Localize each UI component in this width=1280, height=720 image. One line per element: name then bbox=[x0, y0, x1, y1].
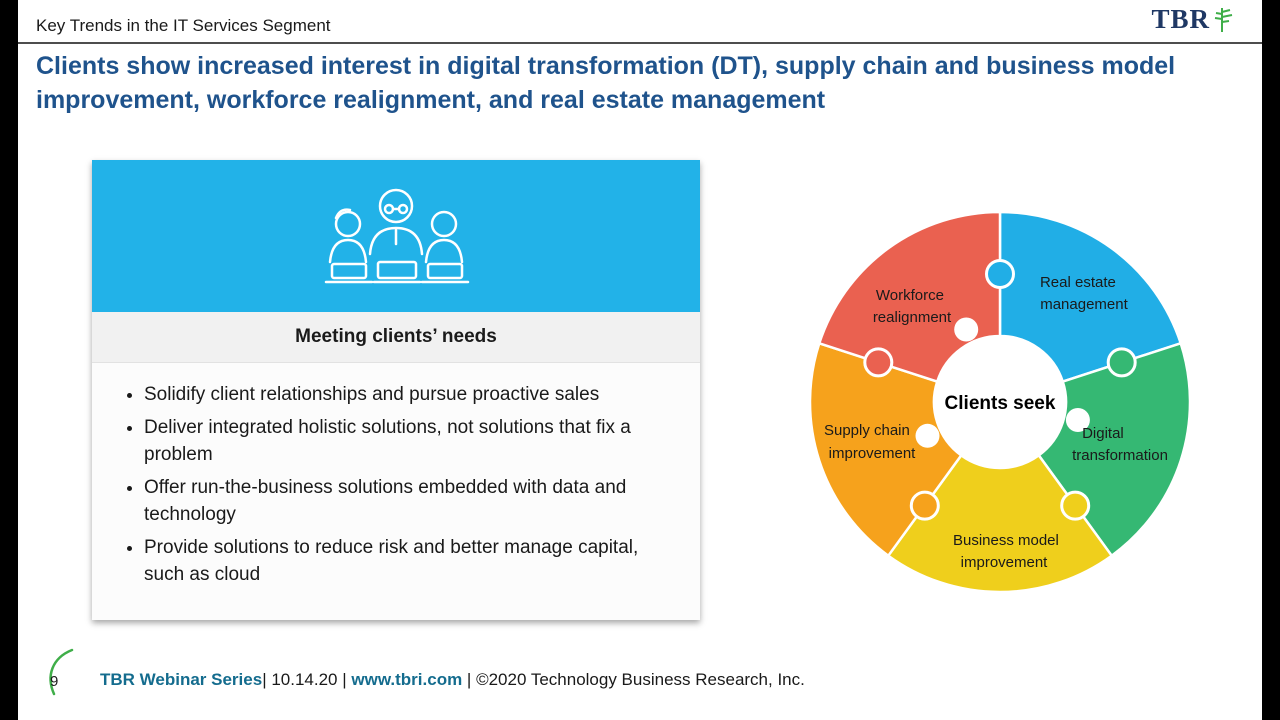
label-digital-transformation: Digital transformation bbox=[1072, 425, 1168, 464]
card-title: Meeting clients’ needs bbox=[92, 312, 700, 363]
tbr-logo: TBR bbox=[1151, 6, 1236, 36]
puzzle-knob bbox=[909, 490, 940, 521]
bullet-item: Deliver integrated holistic solutions, n… bbox=[144, 414, 666, 469]
puzzle-knob bbox=[1106, 347, 1137, 378]
center-label: Clients seek bbox=[945, 393, 1056, 414]
footer-webinar-series: TBR Webinar Series bbox=[100, 670, 263, 689]
puzzle-knob-inner bbox=[915, 423, 940, 448]
footer-swoosh-icon bbox=[49, 648, 74, 696]
bullet-item: Offer run-the-business solutions embedde… bbox=[144, 474, 666, 529]
footer-text: TBR Webinar Series| 10.14.20 | www.tbri.… bbox=[100, 670, 805, 690]
puzzle-knob-inner bbox=[954, 317, 979, 342]
center-hole bbox=[934, 336, 1066, 468]
headline: Clients show increased interest in digit… bbox=[36, 52, 1176, 114]
card-header-band bbox=[92, 160, 700, 312]
footer-website-link: www.tbri.com bbox=[351, 670, 463, 689]
puzzle-knob bbox=[985, 259, 1015, 289]
label-workforce-realignment: Workforce realignment bbox=[873, 287, 952, 326]
tbr-logo-text: TBR bbox=[1151, 4, 1210, 34]
bullet-item: Provide solutions to reduce risk and bet… bbox=[144, 534, 666, 589]
slide: Key Trends in the IT Services Segment TB… bbox=[18, 0, 1262, 720]
puzzle-knob-inner bbox=[1065, 408, 1090, 432]
card-bullet-area: Solidify client relationships and pursue… bbox=[92, 363, 700, 620]
label-real-estate-management: Real estate management bbox=[1040, 274, 1129, 313]
footer-date: | 10.14.20 | bbox=[262, 670, 352, 689]
header-divider bbox=[18, 42, 1262, 44]
bullet-item: Solidify client relationships and pursue… bbox=[144, 381, 666, 409]
label-business-model-improvement: Business model improvement bbox=[953, 532, 1063, 571]
tbr-logo-tree-icon bbox=[1214, 8, 1233, 32]
slide-kicker-title: Key Trends in the IT Services Segment bbox=[36, 16, 331, 35]
clients-seek-puzzle-diagram: Workforce realignment Real estate manage… bbox=[800, 202, 1200, 602]
puzzle-knob bbox=[1060, 490, 1091, 521]
bullet-list: Solidify client relationships and pursue… bbox=[106, 381, 674, 589]
page-number: 9 bbox=[50, 673, 59, 690]
footer-copyright: | ©2020 Technology Business Research, In… bbox=[462, 670, 805, 689]
puzzle-knob bbox=[863, 347, 894, 378]
clients-needs-card: Meeting clients’ needs Solidify client r… bbox=[92, 160, 700, 620]
people-at-desks-icon bbox=[324, 188, 470, 284]
label-supply-chain-improvement: Supply chain improvement bbox=[824, 422, 916, 462]
puzzle-donut-svg: Workforce realignment Real estate manage… bbox=[808, 210, 1192, 594]
